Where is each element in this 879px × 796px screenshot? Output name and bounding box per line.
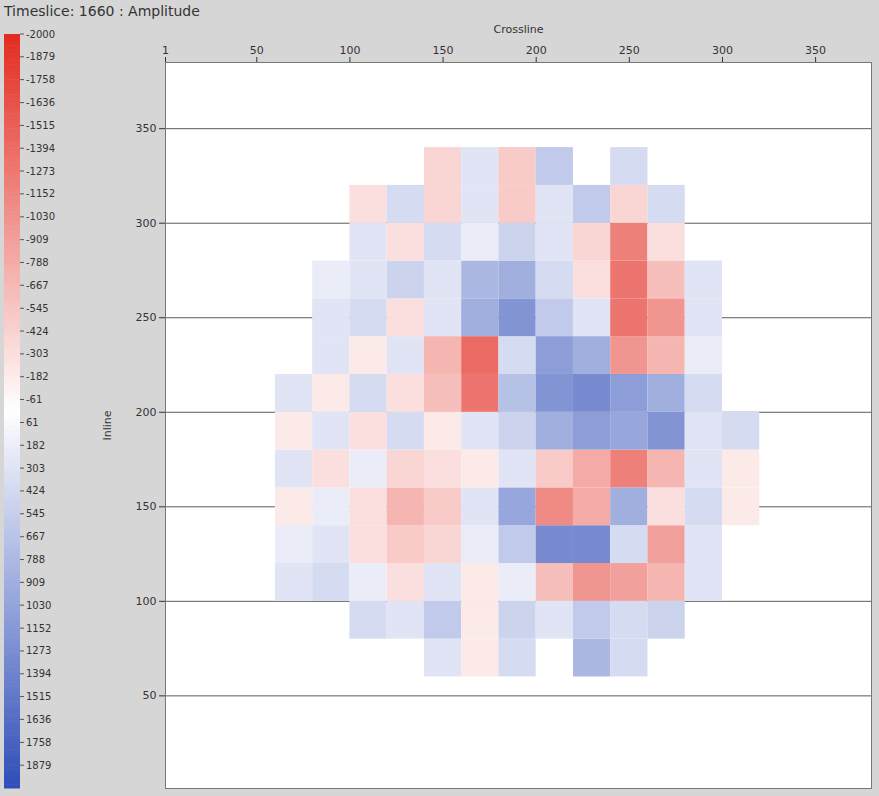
svg-text:182: 182 [26, 440, 45, 451]
svg-text:667: 667 [26, 531, 45, 542]
svg-text:Crossline: Crossline [493, 23, 543, 36]
svg-text:300: 300 [136, 217, 157, 230]
svg-text:-545: -545 [26, 303, 49, 314]
svg-text:150: 150 [136, 500, 157, 513]
svg-text:1: 1 [162, 44, 169, 57]
svg-text:303: 303 [26, 463, 45, 474]
svg-text:350: 350 [805, 44, 826, 57]
svg-text:-61: -61 [26, 394, 42, 405]
svg-text:50: 50 [143, 689, 157, 702]
svg-text:-1636: -1636 [26, 97, 55, 108]
svg-text:-1394: -1394 [26, 143, 55, 154]
svg-text:300: 300 [712, 44, 733, 57]
svg-text:-1879: -1879 [26, 51, 55, 62]
svg-text:1636: 1636 [26, 714, 51, 725]
svg-text:1152: 1152 [26, 623, 51, 634]
svg-text:350: 350 [136, 122, 157, 135]
svg-text:-303: -303 [26, 348, 49, 359]
svg-text:788: 788 [26, 554, 45, 565]
svg-text:-1152: -1152 [26, 188, 55, 199]
svg-text:1758: 1758 [26, 737, 51, 748]
svg-text:1273: 1273 [26, 645, 51, 656]
svg-text:909: 909 [26, 577, 45, 588]
svg-text:-1273: -1273 [26, 166, 55, 177]
svg-text:1030: 1030 [26, 600, 51, 611]
svg-text:61: 61 [26, 417, 39, 428]
svg-text:1879: 1879 [26, 760, 51, 771]
svg-text:-909: -909 [26, 234, 49, 245]
svg-text:Inline: Inline [101, 410, 114, 440]
svg-text:545: 545 [26, 508, 45, 519]
svg-text:-667: -667 [26, 280, 49, 291]
svg-text:-1515: -1515 [26, 120, 55, 131]
svg-text:50: 50 [250, 44, 264, 57]
svg-text:-1030: -1030 [26, 211, 55, 222]
svg-text:200: 200 [136, 406, 157, 419]
svg-text:200: 200 [526, 44, 547, 57]
svg-text:100: 100 [136, 595, 157, 608]
svg-text:-1758: -1758 [26, 74, 55, 85]
svg-text:250: 250 [136, 311, 157, 324]
svg-text:250: 250 [619, 44, 640, 57]
svg-text:424: 424 [26, 485, 45, 496]
svg-text:-2000: -2000 [26, 29, 55, 40]
svg-text:-182: -182 [26, 371, 49, 382]
svg-text:-788: -788 [26, 257, 49, 268]
svg-text:1394: 1394 [26, 668, 51, 679]
svg-text:1515: 1515 [26, 691, 51, 702]
svg-text:150: 150 [433, 44, 454, 57]
svg-text:100: 100 [339, 44, 360, 57]
html-text:Timeslice: 1660 : Amplitude: Timeslice: 1660 : Amplitude [4, 3, 200, 19]
svg-text:-424: -424 [26, 326, 49, 337]
